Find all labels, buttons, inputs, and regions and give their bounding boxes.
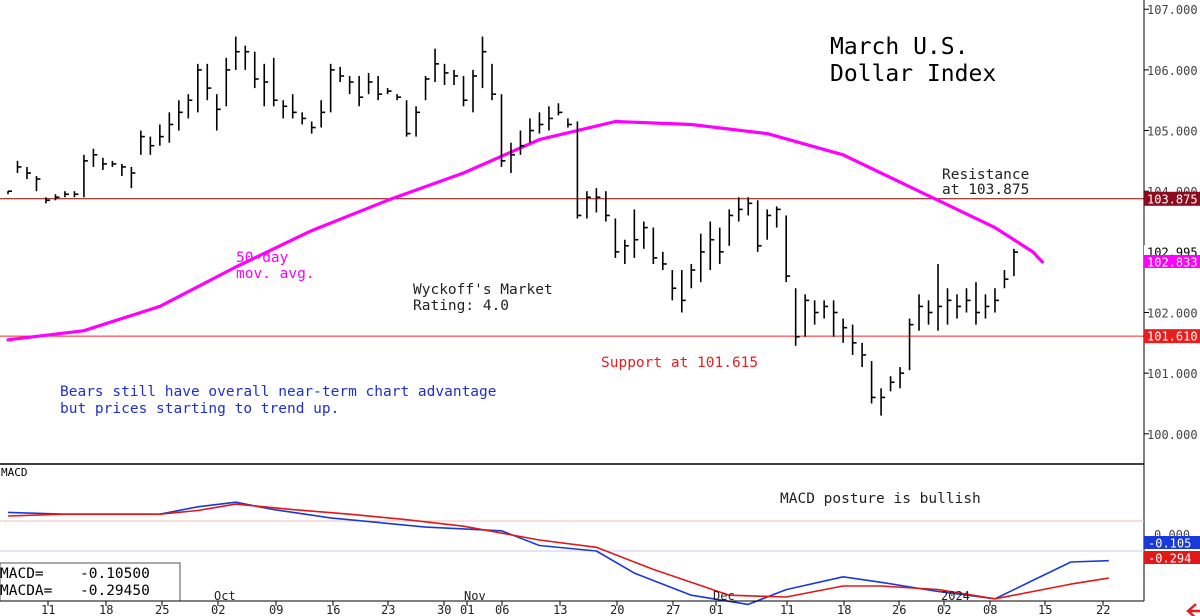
macd-tag-background [1144,551,1200,564]
chart-title-line-1: March U.S. [830,34,968,60]
commentary-line-1: Bears still have overall near-term chart… [60,384,497,400]
resistance-label-line-2: at 103.875 [942,182,1029,198]
x-tick-label: 13 [553,603,567,616]
price-tick-label: 107.000 [1147,3,1198,17]
macda-series [7,503,1109,600]
macda-readout-value: -0.29450 [80,583,150,599]
moving-average-label-line-2: mov. avg. [236,266,315,282]
price-tag-background [1144,245,1200,259]
level-tag-background [1144,191,1200,206]
x-tick-label: 16 [326,603,340,616]
x-tick-label: 11 [41,603,55,616]
macd-readout-value: -0.10500 [80,566,150,582]
month-label: Dec [713,589,735,603]
price-tag-background [1144,254,1200,268]
x-tick-label: 01 [709,603,723,616]
x-tick-label: 02 [211,603,225,616]
month-label: Oct [214,589,236,603]
macda-readout-label: MACDA= [0,583,53,599]
macd-series [7,501,1109,606]
month-label: 2024 [941,589,970,603]
price-tick-label: 101.000 [1147,367,1198,381]
macd-panel-title: MACD [1,466,28,479]
macd-value-tag: -0.105 [1148,537,1191,551]
price-tick-label: 106.000 [1147,64,1198,78]
macd-value-tags: -0.105-0.294 [1144,536,1200,566]
price-tick-label: 105.000 [1147,125,1198,139]
x-tick-label: 11 [780,603,794,616]
x-tick-label: 06 [495,603,509,616]
ohlc-bars [7,36,1018,416]
chart-title-line-2: Dollar Index [830,61,996,87]
macd-tag-background [1144,536,1200,549]
support-label: Support at 101.615 [601,355,758,371]
market-rating-line-2: Rating: 4.0 [413,298,509,314]
x-tick-label: 02 [937,603,951,616]
support-resistance-lines [0,198,1144,337]
x-tick-label: 18 [837,603,851,616]
x-tick-label: 22 [1096,603,1110,616]
macd-lines [7,501,1109,606]
x-tick-label: 26 [892,603,906,616]
level-tag-background [1144,329,1200,344]
market-rating-line-1: Wyckoff's Market [413,282,553,298]
support-tag: 101.610 [1147,330,1198,344]
x-tick-label: 15 [1038,603,1052,616]
moving-average-tag: 102.833 [1147,255,1198,269]
x-tick-label: 27 [666,603,680,616]
x-tick-label: 23 [381,603,395,616]
x-tick-label: 20 [610,603,624,616]
x-tick-label: 25 [155,603,169,616]
macd-readout-label: MACD= [0,566,44,582]
x-tick-label: 30 [437,603,451,616]
commentary-line-2: but prices starting to trend up. [60,401,339,417]
resistance-label-line-1: Resistance [942,167,1029,183]
x-tick-label: 18 [99,603,113,616]
resistance-tag: 103.875 [1147,192,1198,206]
x-tick-label: 09 [269,603,283,616]
month-label: Nov [464,589,486,603]
macd-posture-label: MACD posture is bullish [780,491,981,507]
price-tick-label: 100.000 [1147,428,1198,442]
price-tick-label: 102.000 [1147,307,1198,321]
x-tick-label: 08 [983,603,997,616]
moving-average-label-line-1: 50-day [236,250,289,266]
x-axis-labels: 11 18 25 02 09 16 23 30 01 06 13 20 27 01 11 18 26 02 08 15… [41,589,1110,616]
x-tick-label: 01 [460,603,474,616]
macda-value-tag: -0.294 [1148,552,1191,566]
